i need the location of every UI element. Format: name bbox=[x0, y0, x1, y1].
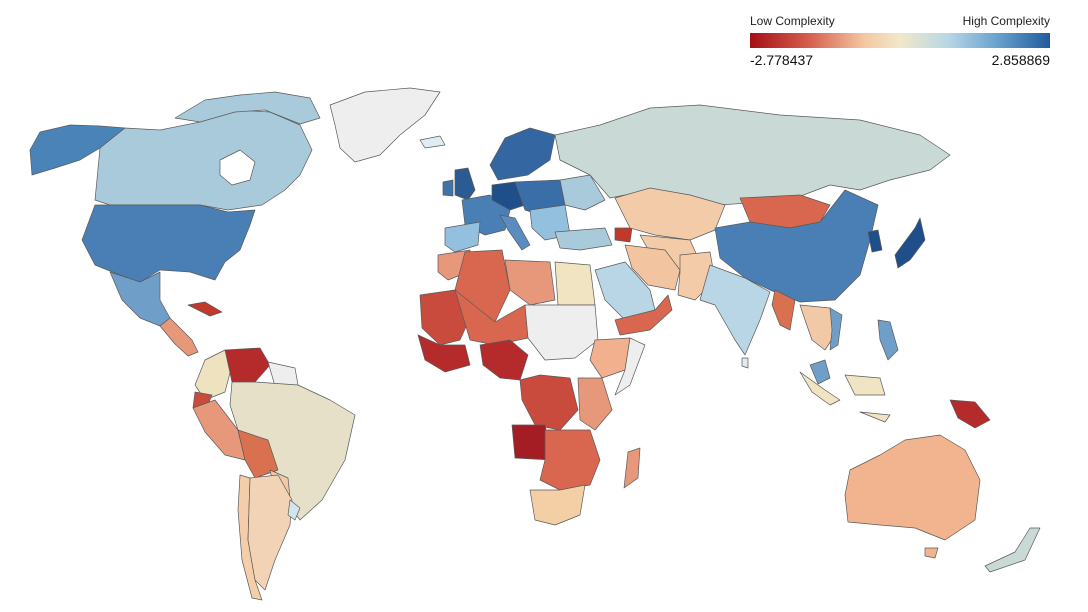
russia bbox=[554, 104, 951, 206]
scandinavia bbox=[489, 127, 556, 181]
south-africa bbox=[529, 484, 586, 526]
hudson-bay bbox=[219, 149, 256, 186]
chad-sudan bbox=[524, 304, 599, 361]
ukraine-belarus bbox=[559, 174, 606, 211]
bolivia bbox=[237, 429, 279, 479]
japan bbox=[894, 217, 926, 269]
italy bbox=[499, 214, 531, 251]
indonesia bbox=[799, 371, 891, 423]
myanmar bbox=[771, 289, 796, 331]
united-kingdom bbox=[454, 167, 476, 201]
papua-new-guinea bbox=[949, 399, 991, 429]
korea bbox=[867, 229, 883, 253]
southern-africa bbox=[539, 429, 601, 491]
ireland bbox=[442, 179, 454, 197]
philippines bbox=[877, 319, 899, 361]
new-zealand bbox=[984, 527, 1041, 573]
legend-color-bar bbox=[750, 33, 1050, 48]
ethiopia bbox=[589, 337, 631, 379]
malaysia bbox=[809, 359, 831, 385]
caucasus bbox=[614, 227, 633, 243]
argentina bbox=[247, 474, 293, 591]
madagascar bbox=[623, 447, 641, 489]
yemen-oman bbox=[614, 294, 673, 336]
legend-max-value: 2.858869 bbox=[991, 52, 1050, 68]
tasmania bbox=[924, 547, 939, 559]
nigeria-cameroon bbox=[479, 339, 529, 381]
cuba bbox=[187, 301, 223, 317]
iberia bbox=[444, 221, 481, 253]
greenland bbox=[329, 87, 441, 163]
india bbox=[699, 264, 771, 356]
united-states bbox=[81, 204, 256, 283]
germany bbox=[491, 181, 526, 211]
venezuela bbox=[224, 347, 271, 383]
vietnam bbox=[829, 307, 843, 351]
central-america bbox=[159, 317, 199, 357]
legend-min-value: -2.778437 bbox=[750, 52, 814, 68]
west-africa-coast bbox=[417, 334, 471, 373]
legend-high-label: High Complexity bbox=[962, 14, 1050, 28]
uruguay bbox=[287, 499, 301, 521]
east-africa bbox=[577, 377, 613, 431]
legend-low-label: Low Complexity bbox=[750, 14, 835, 28]
color-legend: Low Complexity High Complexity -2.778437… bbox=[750, 14, 1050, 74]
turkey bbox=[554, 227, 613, 251]
iceland bbox=[419, 135, 446, 149]
canadian-arctic-islands bbox=[174, 91, 321, 125]
guianas bbox=[267, 361, 299, 387]
egypt bbox=[554, 261, 596, 306]
sri-lanka bbox=[741, 357, 749, 369]
central-africa bbox=[519, 374, 579, 431]
somalia bbox=[614, 337, 646, 396]
australia bbox=[844, 434, 981, 541]
canada bbox=[94, 109, 313, 211]
iran bbox=[624, 244, 681, 291]
libya bbox=[504, 259, 556, 306]
